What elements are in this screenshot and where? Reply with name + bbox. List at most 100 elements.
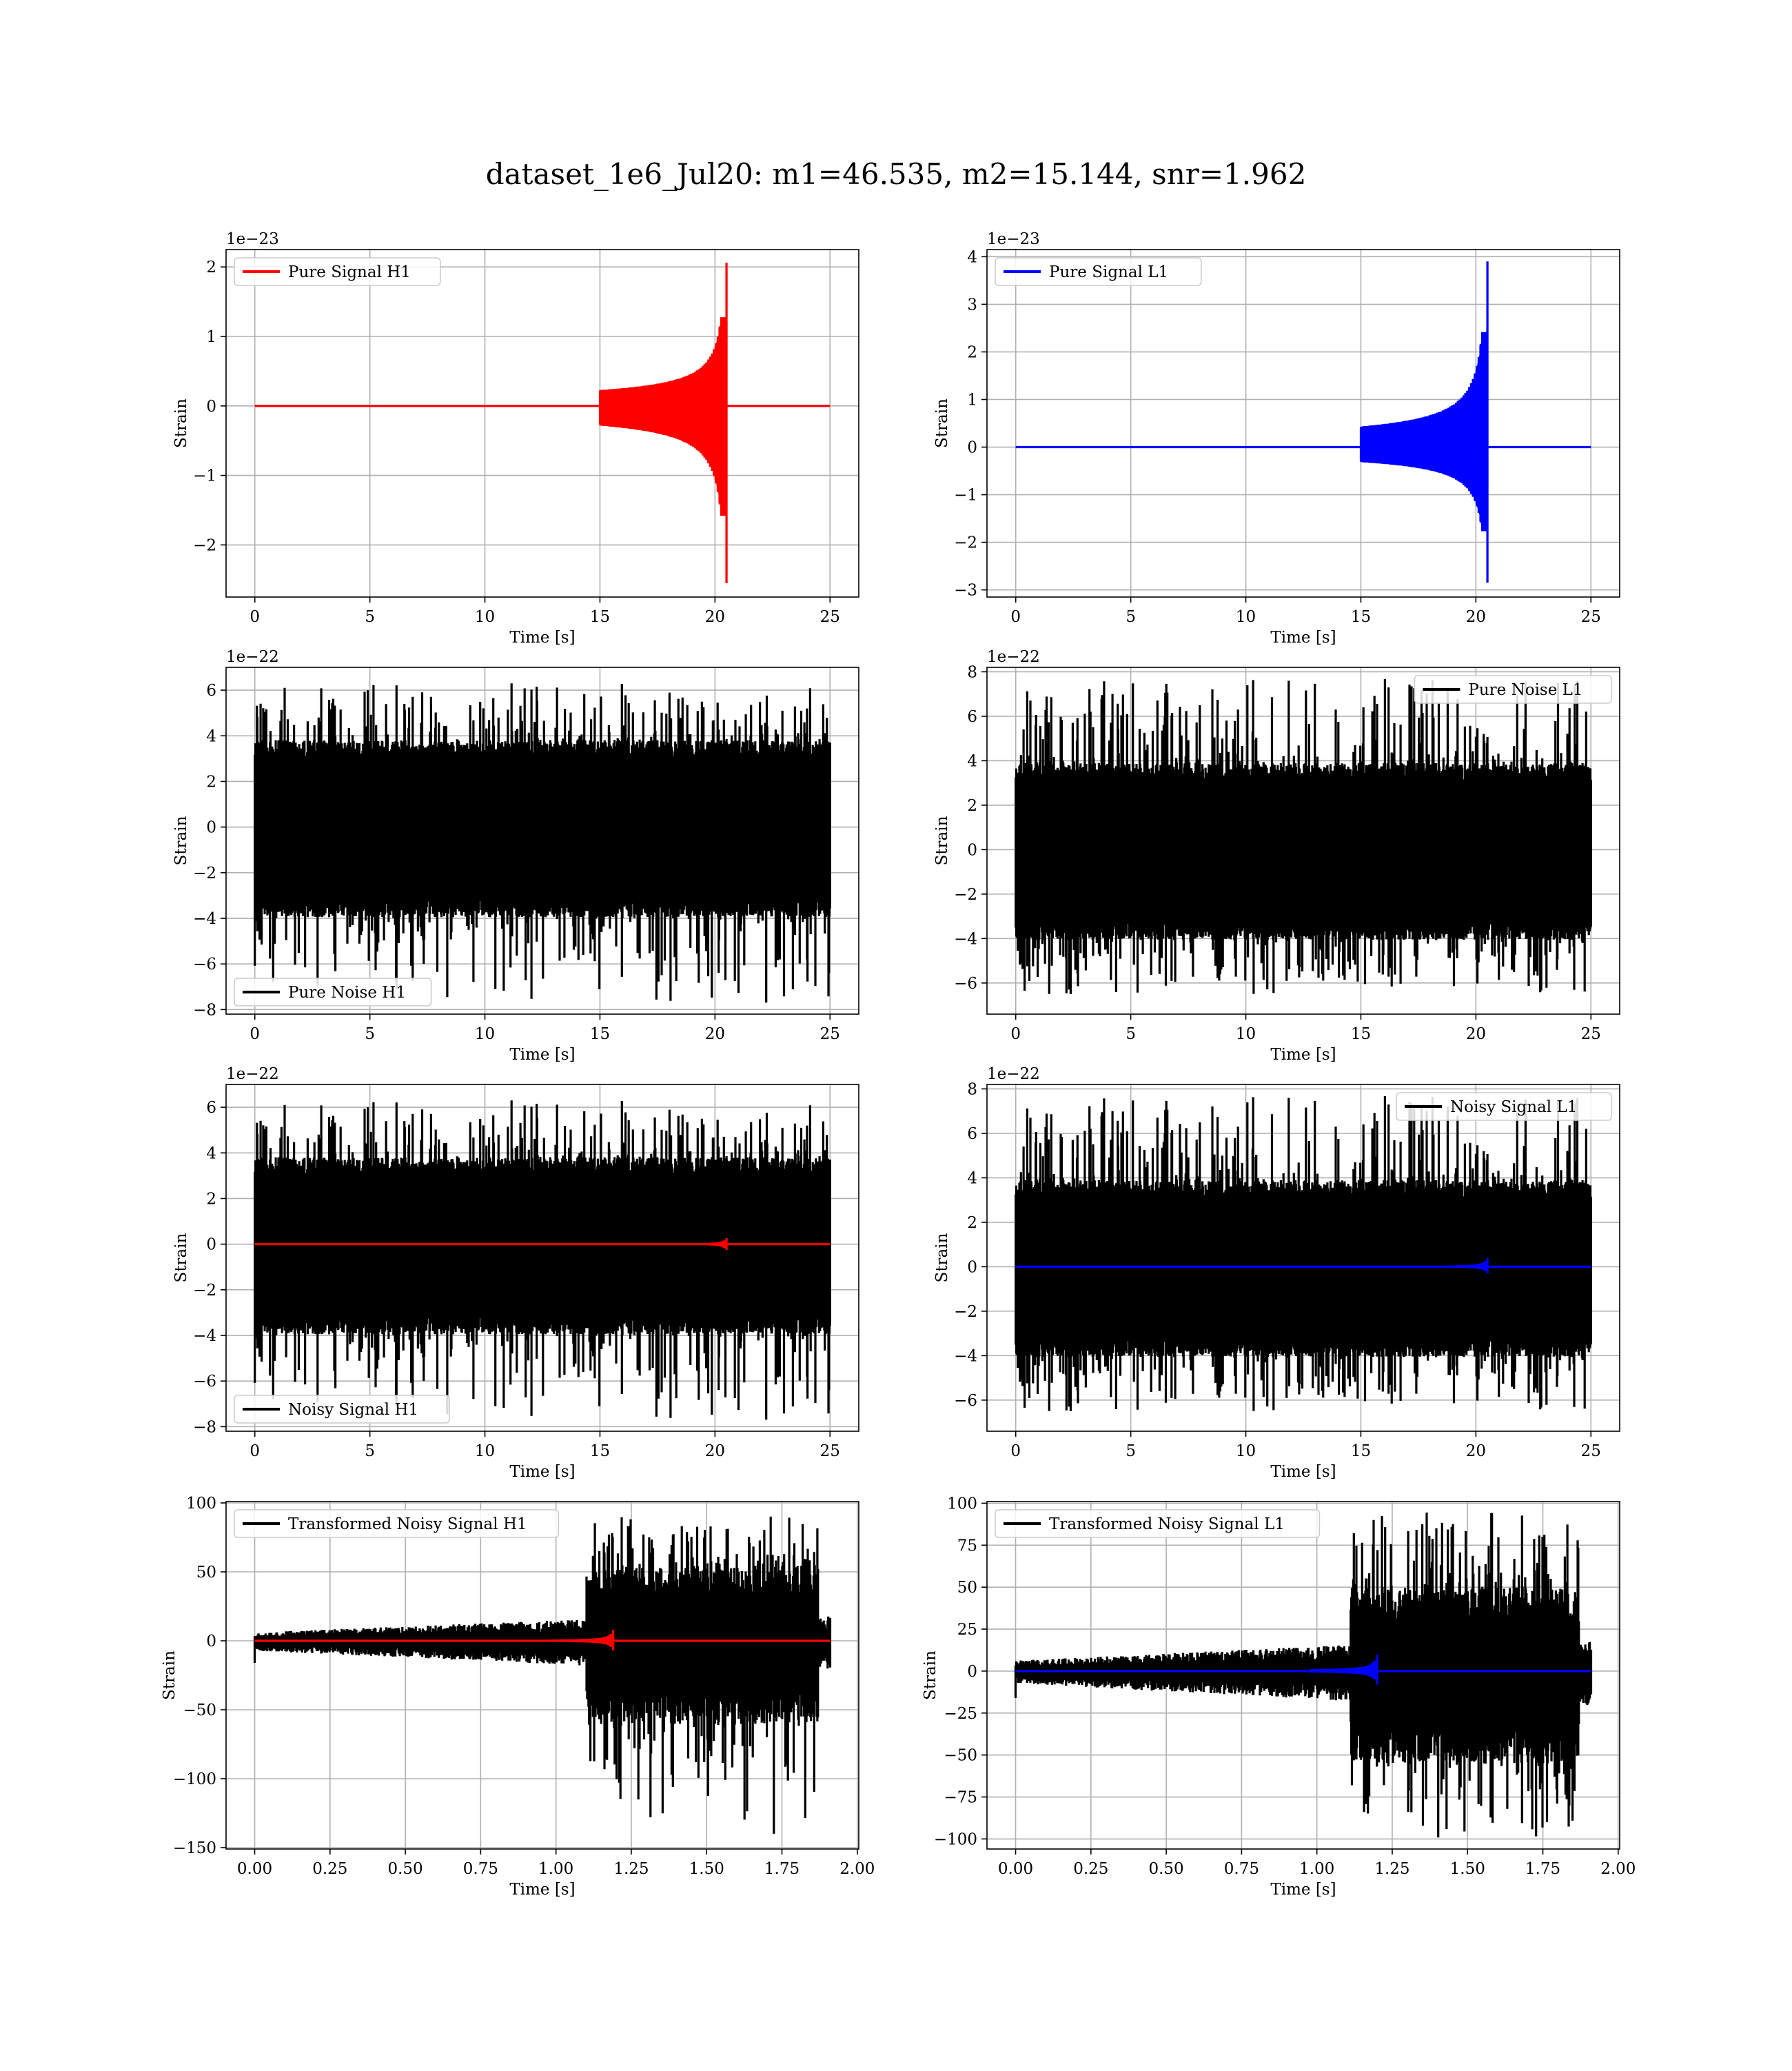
figure-title: dataset_1e6_Jul20: m1=46.535, m2=15.144,… [485,157,1307,191]
x-tick-label: 0.00 [998,1860,1033,1878]
x-tick-label: 0 [1010,1442,1021,1460]
y-tick-label: 6 [967,708,977,726]
legend-label: Pure Signal L1 [1049,263,1168,281]
y-tick-label: 4 [206,727,216,745]
y-tick-label: 0 [206,1633,216,1650]
signal-series-2 [1015,1654,1591,1685]
x-tick-label: 1.25 [613,1860,649,1878]
y-tick-label: 4 [206,1144,216,1162]
x-tick-label: 5 [365,1025,375,1043]
y-tick-label: 50 [957,1579,977,1597]
x-tick-label: 1.50 [1450,1860,1485,1878]
y-tick-label: −3 [954,582,977,600]
y-tick-label: −75 [944,1789,977,1807]
noise-band [1350,1633,1579,1713]
offset-text: 1e−23 [226,230,279,248]
legend-box [234,1509,560,1538]
x-tick-label: 10 [1236,1442,1256,1460]
x-tick-label: 2.00 [1600,1860,1636,1878]
y-tick-label: −150 [173,1839,216,1857]
x-tick-label: 15 [1351,1025,1371,1043]
x-tick-label: 1.25 [1374,1860,1409,1878]
y-tick-label: 0 [967,841,977,859]
legend-box [234,978,432,1007]
x-tick-label: 0 [1010,608,1021,626]
x-tick-label: 1.00 [538,1860,573,1878]
y-tick-label: 2 [967,343,977,361]
subplot-8: 0.00 0.25 0.50 0.75 1.00 1.25 1.50 1.75 2.00 −100… [922,1495,1636,1899]
y-tick-label: 3 [967,296,977,314]
signal-series-2 [1015,1257,1591,1274]
y-tick-label: 0 [206,398,216,416]
legend-label: Noisy Signal L1 [1450,1098,1577,1116]
subplot-7: 0.00 0.25 0.50 0.75 1.00 1.25 1.50 1.75 2.00 −150… [161,1495,875,1899]
plot-area [254,1100,831,1420]
plot-area [253,1516,832,1834]
x-tick-label: 10 [475,608,495,626]
x-axis-label: Time [s] [509,629,575,647]
x-tick-label: 1.75 [764,1860,800,1878]
y-tick-label: −6 [193,956,216,973]
y-tick-label: 1 [967,391,977,409]
y-tick-label: −8 [193,1001,216,1019]
x-tick-label: 10 [1236,1025,1256,1043]
x-axis-label: Time [s] [509,1463,575,1481]
noise-band [1015,780,1591,919]
x-tick-label: 20 [705,1442,725,1460]
y-tick-label: 6 [967,1125,977,1143]
y-tick-label: −25 [944,1705,977,1723]
y-tick-label: −2 [193,1282,216,1300]
y-axis-label: Strain [933,398,951,448]
y-tick-label: 1 [206,328,216,346]
y-tick-label: −100 [934,1830,977,1848]
y-tick-label: −6 [954,975,977,993]
legend: Pure Signal H1 [234,257,441,286]
y-tick-label: 25 [957,1621,977,1639]
signal-series-1 [1015,261,1591,583]
legend-label: Pure Noise L1 [1468,681,1582,699]
x-tick-label: 1.00 [1299,1860,1334,1878]
x-tick-label: 5 [365,608,375,626]
y-tick-label: −4 [193,910,216,928]
axes-frame [225,667,859,1015]
x-tick-label: 0.25 [1073,1860,1108,1878]
subplot-3: 0 5 10 15 20 25 −8 −6 −4 −2 0 2 4 6 Time [s] Strain 1e−2… [172,648,859,1064]
y-tick-label: 0 [206,1236,216,1254]
y-tick-label: −1 [954,487,977,505]
y-tick-label: −6 [954,1392,977,1410]
x-tick-label: 2.00 [839,1860,875,1878]
y-tick-label: 2 [967,797,977,815]
offset-text: 1e−22 [226,1065,279,1083]
y-tick-label: −4 [954,1347,977,1365]
plot-area [254,683,831,1003]
legend: Noisy Signal H1 [234,1395,450,1424]
x-tick-label: 25 [820,1442,840,1460]
y-tick-label: 2 [967,1214,977,1232]
y-tick-label: −6 [193,1373,216,1391]
signal-series-2 [254,1238,831,1251]
plot-area [1015,261,1591,583]
x-tick-label: 25 [820,608,840,626]
legend-box [1396,1092,1612,1121]
plot-area [1015,1095,1592,1411]
axes-frame [225,1501,859,1850]
legend-label: Noisy Signal H1 [288,1401,418,1419]
axes-frame [986,249,1620,598]
y-tick-label: 75 [957,1537,977,1555]
signal-series-1 [254,263,831,583]
y-tick-label: −1 [193,467,216,485]
legend-box [1414,675,1612,704]
x-tick-label: 0 [250,1025,260,1043]
axes-frame [225,249,859,598]
legend-box [234,1395,450,1424]
legend-label: Pure Noise H1 [288,984,406,1002]
x-tick-label: 20 [705,1025,725,1043]
legend: Pure Noise L1 [1414,675,1612,704]
x-axis-label: Time [s] [509,1046,575,1064]
x-tick-label: 15 [1351,1442,1371,1460]
y-axis-label: Strain [933,816,951,865]
y-tick-label: 2 [206,259,216,276]
axes-frame [986,667,1620,1015]
x-tick-label: 20 [1466,1025,1486,1043]
